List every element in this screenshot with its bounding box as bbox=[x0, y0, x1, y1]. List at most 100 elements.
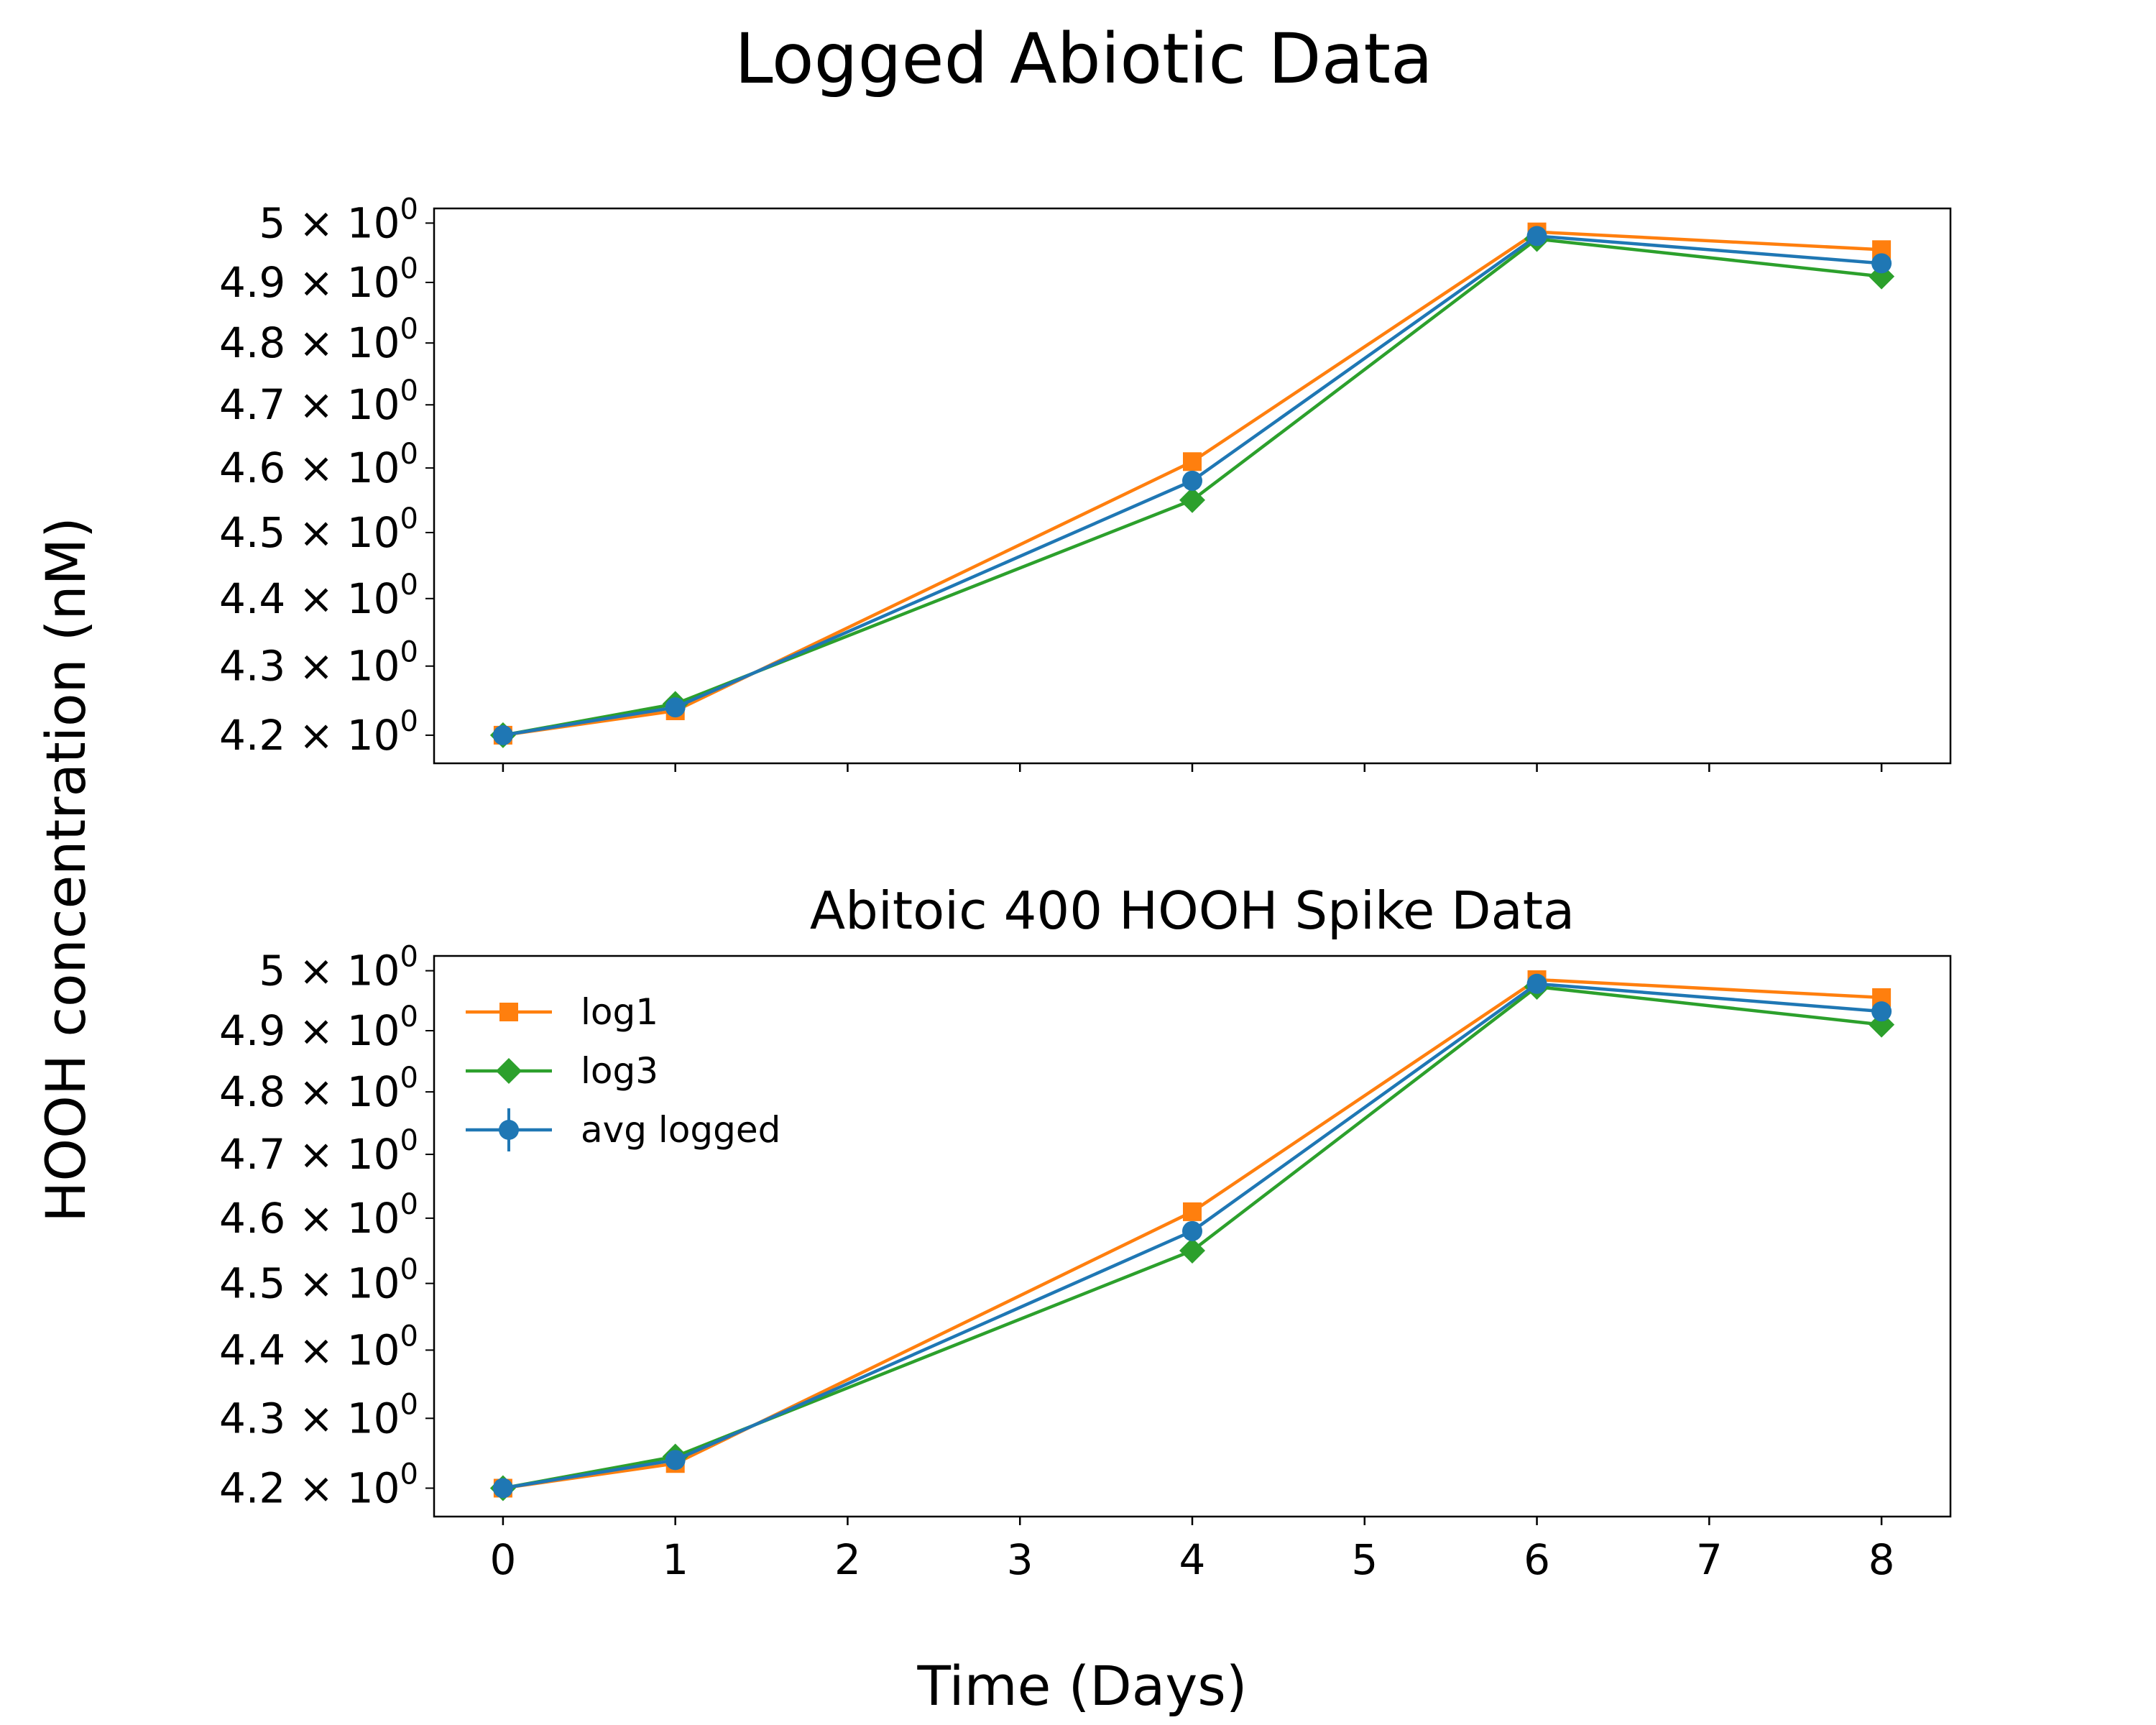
data-point-log1 bbox=[1183, 1202, 1202, 1221]
data-point-avg bbox=[1871, 1001, 1892, 1022]
y-tick-times: × bbox=[299, 258, 334, 307]
x-tick-label: 1 bbox=[662, 1535, 688, 1584]
x-tick-label: 5 bbox=[1351, 1535, 1378, 1584]
y-tick-base: 10 bbox=[333, 1130, 400, 1179]
legend-label: log3 bbox=[581, 1050, 658, 1092]
y-tick-times: × bbox=[299, 508, 334, 557]
y-tick-exponent: 0 bbox=[400, 438, 418, 471]
y-tick-label: 5 × 100 bbox=[259, 193, 418, 247]
y-tick-mantissa: 5 bbox=[259, 198, 298, 247]
y-tick-base: 10 bbox=[333, 711, 400, 760]
data-point-log3 bbox=[1179, 487, 1205, 513]
series-avg bbox=[492, 226, 1892, 745]
y-tick-times: × bbox=[299, 1394, 334, 1443]
y-tick-exponent: 0 bbox=[400, 1254, 418, 1287]
legend-marker bbox=[499, 1120, 519, 1140]
y-tick-times: × bbox=[299, 380, 334, 429]
y-tick-mantissa: 4.7 bbox=[219, 1130, 299, 1179]
y-tick-exponent: 0 bbox=[400, 941, 418, 974]
y-tick-base: 10 bbox=[333, 1463, 400, 1512]
y-tick-exponent: 0 bbox=[400, 1062, 418, 1095]
y-tick-mantissa: 4.2 bbox=[219, 1463, 299, 1512]
legend-marker bbox=[496, 1058, 522, 1084]
series-avg bbox=[492, 973, 1892, 1499]
plot-frame bbox=[433, 207, 1952, 765]
y-tick-label: 4.3 × 100 bbox=[219, 636, 418, 691]
y-tick-exponent: 0 bbox=[400, 502, 418, 535]
y-tick-label: 4.7 × 100 bbox=[219, 374, 418, 429]
y-tick-times: × bbox=[299, 443, 334, 492]
y-tick-mantissa: 4.4 bbox=[219, 1325, 299, 1374]
y-tick-base: 10 bbox=[333, 574, 400, 623]
panel-title: Abitoic 400 HOOH Spike Data bbox=[810, 880, 1575, 941]
y-tick-mantissa: 4.8 bbox=[219, 1067, 299, 1116]
y-tick-exponent: 0 bbox=[400, 1188, 418, 1221]
y-tick-exponent: 0 bbox=[400, 1388, 418, 1421]
y-tick-mantissa: 4.7 bbox=[219, 380, 299, 429]
legend-entry-avg: avg logged bbox=[466, 1108, 780, 1151]
y-tick-base: 10 bbox=[333, 198, 400, 247]
y-tick-exponent: 0 bbox=[400, 313, 418, 346]
y-tick-label: 4.7 × 100 bbox=[219, 1124, 418, 1179]
data-point-avg bbox=[1526, 973, 1547, 994]
y-tick-times: × bbox=[299, 198, 334, 247]
y-tick-label: 4.8 × 100 bbox=[219, 313, 418, 367]
y-tick-base: 10 bbox=[333, 380, 400, 429]
x-tick-label: 2 bbox=[834, 1535, 861, 1584]
y-tick-base: 10 bbox=[333, 947, 400, 995]
plot-frame bbox=[433, 954, 1952, 1518]
y-tick-exponent: 0 bbox=[400, 1000, 418, 1034]
y-tick-label: 4.6 × 100 bbox=[219, 438, 418, 492]
x-tick-label: 7 bbox=[1696, 1535, 1723, 1584]
y-tick-mantissa: 5 bbox=[259, 947, 298, 995]
y-tick-times: × bbox=[299, 1325, 334, 1374]
y-tick-exponent: 0 bbox=[400, 636, 418, 669]
y-tick-label: 4.9 × 100 bbox=[219, 252, 418, 307]
y-tick-mantissa: 4.9 bbox=[219, 258, 299, 307]
y-tick-exponent: 0 bbox=[400, 1320, 418, 1353]
x-tick-label: 8 bbox=[1869, 1535, 1895, 1584]
y-tick-label: 4.5 × 100 bbox=[219, 1254, 418, 1308]
y-tick-times: × bbox=[299, 1067, 334, 1116]
y-tick-base: 10 bbox=[333, 1067, 400, 1116]
y-tick-exponent: 0 bbox=[400, 374, 418, 408]
y-tick-label: 4.5 × 100 bbox=[219, 502, 418, 557]
y-tick-base: 10 bbox=[333, 258, 400, 307]
y-tick-mantissa: 4.6 bbox=[219, 1194, 299, 1243]
data-point-avg bbox=[1871, 253, 1892, 274]
y-tick-times: × bbox=[299, 318, 334, 367]
y-tick-mantissa: 4.5 bbox=[219, 1259, 299, 1308]
data-point-log3 bbox=[1179, 1237, 1205, 1264]
x-tick-label: 0 bbox=[489, 1535, 516, 1584]
y-tick-base: 10 bbox=[333, 508, 400, 557]
y-tick-times: × bbox=[299, 574, 334, 623]
y-tick-label: 4.2 × 100 bbox=[219, 705, 418, 760]
y-tick-times: × bbox=[299, 1130, 334, 1179]
y-tick-mantissa: 4.3 bbox=[219, 642, 299, 691]
y-tick-exponent: 0 bbox=[400, 252, 418, 285]
data-point-avg bbox=[665, 1450, 686, 1471]
legend-label: log1 bbox=[581, 991, 658, 1033]
y-tick-label: 5 × 100 bbox=[259, 941, 418, 995]
data-point-avg bbox=[1182, 1220, 1202, 1241]
y-tick-mantissa: 4.2 bbox=[219, 711, 299, 760]
y-tick-label: 4.8 × 100 bbox=[219, 1062, 418, 1116]
y-tick-mantissa: 4.4 bbox=[219, 574, 299, 623]
x-axis-label: Time (Days) bbox=[916, 1654, 1247, 1718]
y-tick-mantissa: 4.3 bbox=[219, 1394, 299, 1443]
y-tick-exponent: 0 bbox=[400, 705, 418, 738]
x-tick-label: 6 bbox=[1524, 1535, 1550, 1584]
y-tick-times: × bbox=[299, 711, 334, 760]
y-tick-mantissa: 4.5 bbox=[219, 508, 299, 557]
y-tick-base: 10 bbox=[333, 1394, 400, 1443]
data-point-avg bbox=[1182, 470, 1202, 491]
y-tick-label: 4.4 × 100 bbox=[219, 1320, 418, 1374]
y-tick-mantissa: 4.9 bbox=[219, 1006, 299, 1055]
y-tick-base: 10 bbox=[333, 642, 400, 691]
y-tick-times: × bbox=[299, 1259, 334, 1308]
y-tick-exponent: 0 bbox=[400, 193, 418, 226]
figure-title: Logged Abiotic Data bbox=[734, 19, 1433, 99]
